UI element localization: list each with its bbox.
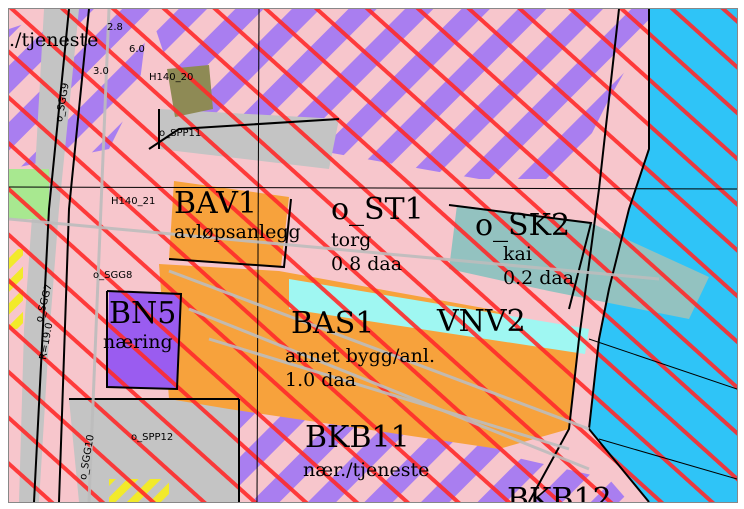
zoning-map[interactable]: ./tjeneste 2.8 6.0 3.0 H140_20 o_SPP11 H… — [8, 8, 738, 503]
spp11-label: o_SPP11 — [159, 128, 202, 139]
ost1-area: 0.8 daa — [331, 253, 403, 275]
sgg8-label: o_SGG8 — [93, 270, 133, 281]
ost1-use: torg — [331, 229, 372, 251]
bas1-use: annet bygg/anl. — [285, 345, 436, 367]
h140-21-label: H140_21 — [111, 196, 156, 207]
osk2-use: kai — [503, 243, 532, 265]
bn5-code: BN5 — [109, 296, 177, 331]
bav1-code: BAV1 — [174, 186, 257, 221]
bas1-area: 1.0 daa — [285, 369, 357, 391]
hatch-overlay — [9, 9, 737, 502]
dim-2-8-label: 2.8 — [107, 22, 123, 33]
bkb11-code: BKB11 — [305, 420, 410, 455]
vnv2-code: VNV2 — [437, 304, 526, 339]
bav1-use: avløpsanlegg — [174, 221, 301, 243]
dim-6-0-label: 6.0 — [129, 44, 145, 55]
ost1-code: o_ST1 — [331, 192, 424, 227]
bas1-code: BAS1 — [291, 306, 375, 341]
osk2-area: 0.2 daa — [503, 267, 575, 289]
bkb11-use: nær./tjeneste — [303, 459, 430, 481]
bkb12-code: BKB12 — [507, 482, 612, 503]
osk2-code: o_SK2 — [475, 208, 571, 243]
bn5-use: næring — [103, 331, 173, 353]
map-canvas — [9, 9, 737, 502]
top-left-use-label: ./tjeneste — [9, 29, 99, 51]
dim-3-0-label: 3.0 — [93, 66, 109, 77]
spp12-label: o_SPP12 — [131, 432, 174, 443]
h140-20-label: H140_20 — [149, 72, 194, 83]
